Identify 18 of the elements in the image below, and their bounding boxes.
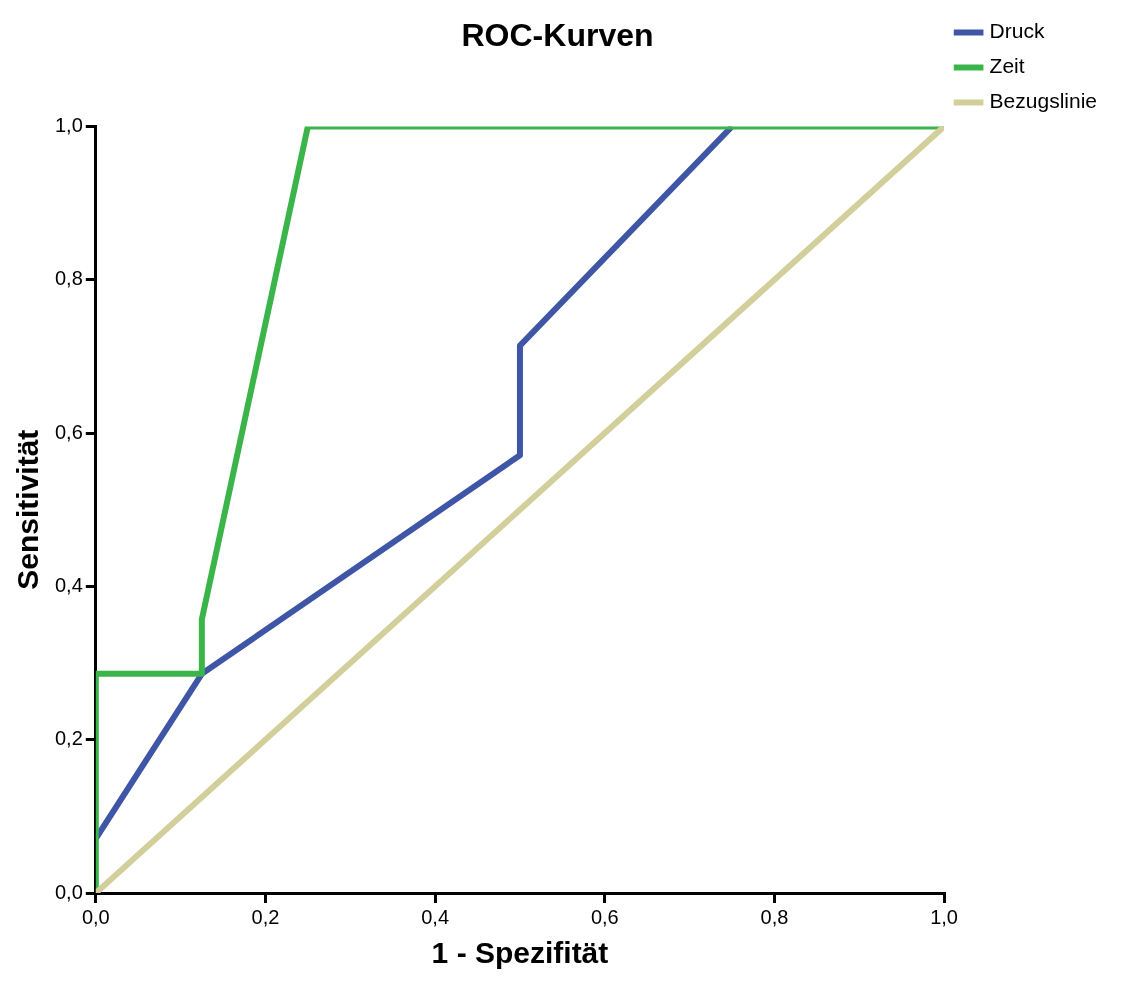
x-tick-label: 1,0: [930, 905, 959, 928]
x-axis-title: 1 - Spezifität: [431, 936, 609, 970]
x-tick-label: 0,6: [590, 905, 619, 928]
legend-label: Zeit: [989, 54, 1025, 78]
legend-label: Bezugslinie: [989, 89, 1098, 113]
y-tick-label: 0,8: [54, 267, 83, 290]
y-tick-label: 0,0: [54, 880, 83, 903]
y-tick-label: 1,0: [54, 113, 83, 136]
x-tick-label: 0,4: [421, 905, 450, 928]
y-tick-label: 0,4: [54, 573, 83, 596]
y-tick-label: 0,6: [54, 420, 83, 443]
y-tick-label: 0,2: [54, 727, 83, 750]
x-tick-label: 0,0: [81, 905, 110, 928]
y-axis-title: Sensitivität: [11, 429, 45, 590]
x-tick-label: 0,8: [760, 905, 789, 928]
legend-label: Druck: [989, 19, 1045, 43]
chart-title: ROC-Kurven: [461, 17, 654, 54]
x-tick-label: 0,2: [251, 905, 280, 928]
